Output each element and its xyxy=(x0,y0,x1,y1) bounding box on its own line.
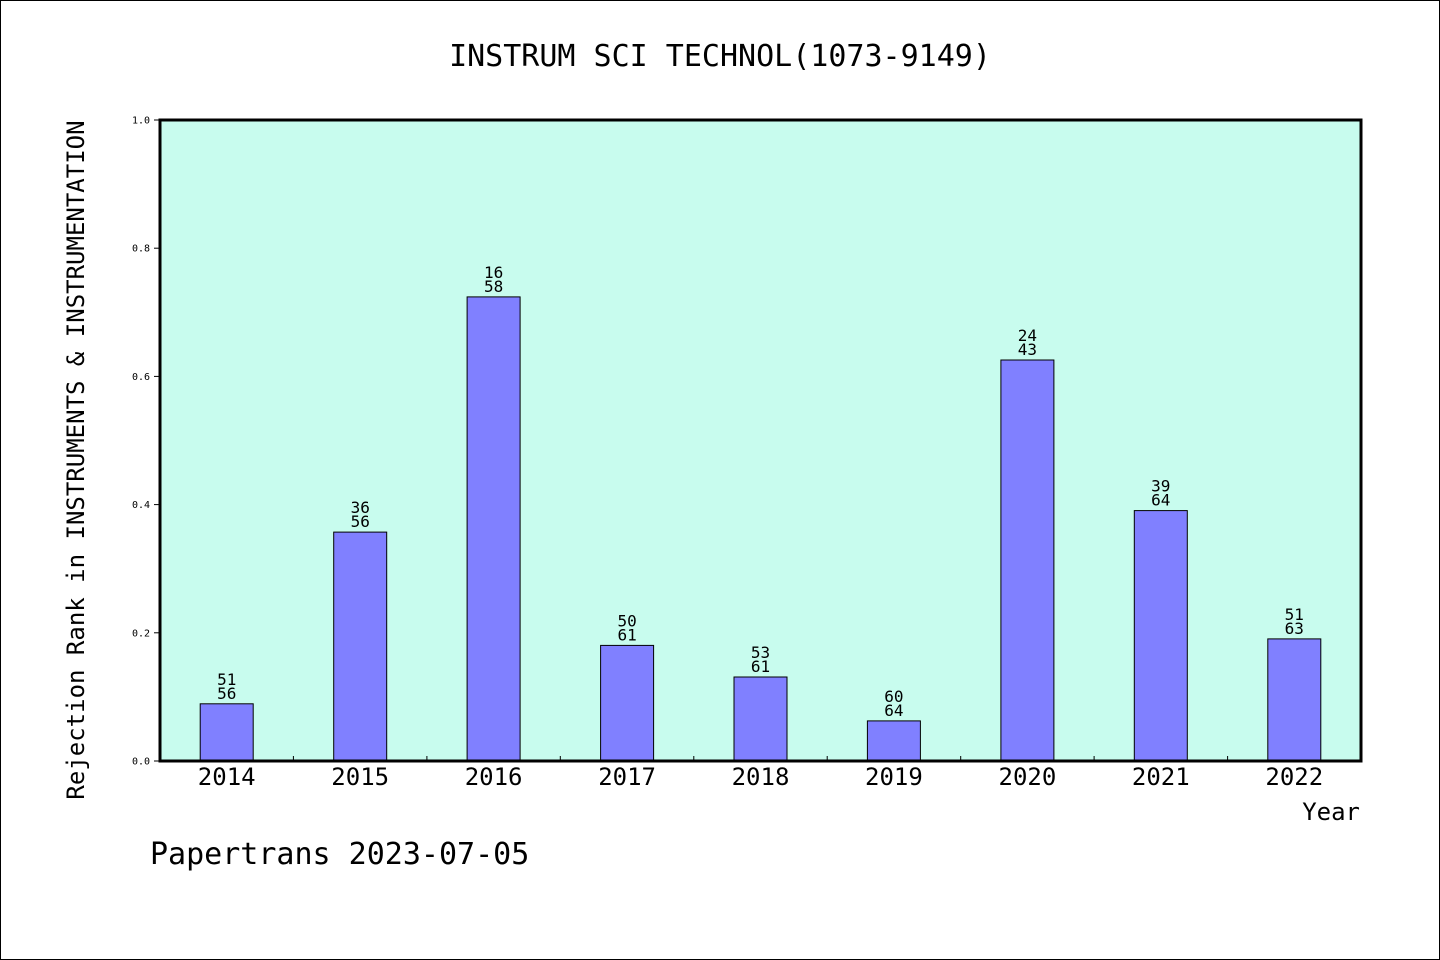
x-axis-label: Year xyxy=(1302,798,1360,826)
y-axis-label: Rejection Rank in INSTRUMENTS & INSTRUME… xyxy=(62,120,90,799)
bar-label-rank: 51 xyxy=(1285,605,1304,624)
bar-label-rank: 36 xyxy=(351,498,370,517)
bar-2020 xyxy=(1000,359,1055,762)
y-tick-label: 0.0 xyxy=(132,757,150,768)
bar-label-total: 64 xyxy=(1151,491,1170,510)
x-tick-label: 2021 xyxy=(1132,763,1190,791)
x-axis-ticks: 2014 2015 2016 2017 2018 2019 2020 2021 2022 xyxy=(198,756,1323,791)
y-tick-label: 1.0 xyxy=(132,116,150,127)
bar-label-rank: 60 xyxy=(884,687,903,706)
bar-label-total: 58 xyxy=(484,277,503,296)
bar-label-total: 64 xyxy=(884,701,903,720)
bar-2015 xyxy=(333,531,388,762)
x-tick-label: 2022 xyxy=(1265,763,1323,791)
bar-2018 xyxy=(733,676,788,762)
bar-2022 xyxy=(1267,638,1322,762)
bar-label-rank: 50 xyxy=(617,611,636,630)
bar-label-total: 56 xyxy=(351,512,370,531)
bar-label-total: 43 xyxy=(1018,340,1037,359)
x-tick-label: 2019 xyxy=(865,763,923,791)
bar-label-rank: 53 xyxy=(751,643,770,662)
bar-2019 xyxy=(866,720,921,762)
bar-label-rank: 24 xyxy=(1018,326,1037,345)
bar-label-total: 63 xyxy=(1285,619,1304,638)
plot-border xyxy=(158,118,1363,763)
bar-2017 xyxy=(600,644,655,762)
bars-group xyxy=(199,296,1322,762)
x-tick-label: 2018 xyxy=(732,763,790,791)
bar-label-total: 61 xyxy=(617,625,636,644)
bar-label-total: 61 xyxy=(751,657,770,676)
bar-label-rank: 51 xyxy=(217,670,236,689)
bar-label-rank: 39 xyxy=(1151,477,1170,496)
y-tick-label: 0.4 xyxy=(132,500,150,511)
x-tick-label: 2014 xyxy=(198,763,256,791)
x-tick-label: 2020 xyxy=(999,763,1057,791)
bar-2014 xyxy=(199,703,254,762)
chart-title: INSTRUM SCI TECHNOL(1073-9149) xyxy=(449,39,991,74)
bar-2016 xyxy=(466,296,521,762)
y-tick-label: 0.2 xyxy=(132,628,150,639)
footer-credit: Papertrans 2023-07-05 xyxy=(150,837,529,872)
y-tick-label: 0.6 xyxy=(132,372,150,383)
x-tick-label: 2017 xyxy=(598,763,656,791)
y-tick-label: 0.8 xyxy=(132,244,150,255)
bar-2021 xyxy=(1133,510,1188,762)
bar-label-rank: 16 xyxy=(484,263,503,282)
x-tick-label: 2016 xyxy=(465,763,523,791)
y-axis-ticks: 0.0 0.2 0.4 0.6 0.8 1.0 xyxy=(132,116,160,768)
x-tick-label: 2015 xyxy=(331,763,389,791)
bar-label-total: 56 xyxy=(217,684,236,703)
